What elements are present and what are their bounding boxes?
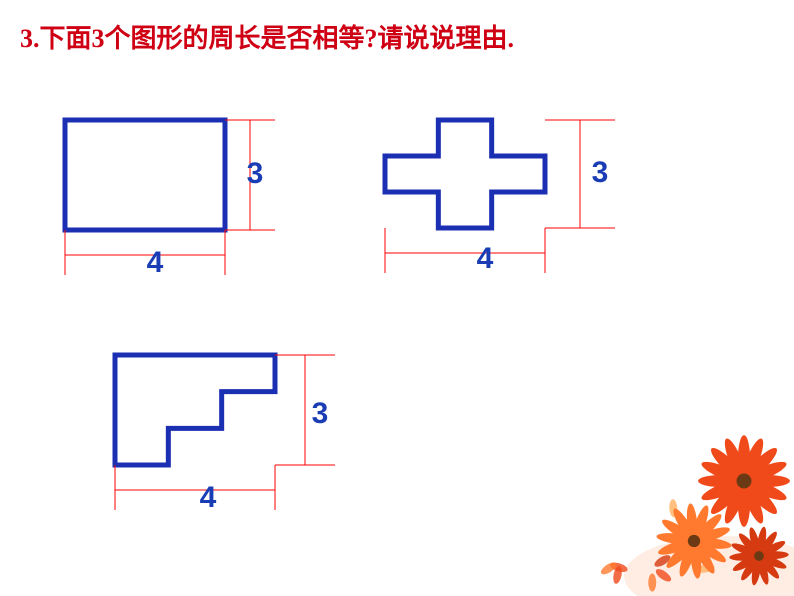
svg-text:4: 4 — [200, 481, 217, 514]
flower-decoration — [594, 426, 794, 596]
svg-text:3: 3 — [312, 397, 329, 430]
figure-cross: 43 — [370, 105, 670, 290]
figure-rectangle: 43 — [50, 110, 310, 295]
question-text: 3.下面3个图形的周长是否相等?请说说理由. — [20, 18, 514, 55]
svg-text:3: 3 — [592, 156, 609, 189]
svg-text:4: 4 — [477, 242, 494, 275]
figure-stairs: 43 — [100, 340, 380, 535]
svg-text:4: 4 — [147, 246, 164, 279]
svg-text:3: 3 — [247, 157, 264, 190]
